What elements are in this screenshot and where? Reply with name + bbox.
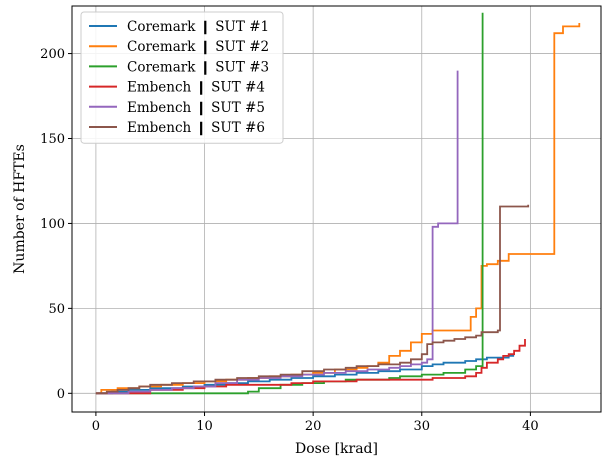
x-axis: 0 10 20 30 40 — [92, 412, 539, 434]
legend-entry: Embench ❙ SUT #4 — [127, 80, 265, 96]
x-axis-label: Dose [krad] — [295, 441, 378, 457]
y-tick-label: 200 — [40, 47, 65, 62]
y-axis: 0 50 100 150 200 — [40, 47, 72, 402]
series-line-5 — [95, 70, 459, 395]
series-line-4 — [95, 339, 526, 395]
x-tick-label: 10 — [196, 419, 213, 434]
y-tick-label: 100 — [40, 217, 65, 232]
legend-entry: Embench ❙ SUT #5 — [127, 100, 265, 116]
x-tick-label: 0 — [92, 419, 100, 434]
series-line-6 — [95, 204, 530, 395]
y-axis-label: Number of HFTEs — [12, 144, 28, 274]
legend-entry: Coremark ❙ SUT #2 — [127, 39, 269, 55]
y-tick-label: 0 — [57, 387, 65, 402]
plot-frame — [71, 5, 602, 413]
series-group — [95, 12, 581, 395]
legend-box — [80, 11, 284, 144]
legend-entry: Coremark ❙ SUT #1 — [127, 19, 269, 35]
y-tick-label: 50 — [48, 302, 65, 317]
legend-entry: Coremark ❙ SUT #3 — [127, 59, 269, 75]
x-tick-label: 30 — [413, 419, 430, 434]
x-tick-label: 20 — [305, 419, 322, 434]
series-line-3 — [95, 12, 484, 395]
legend: Coremark ❙ SUT #1 Coremark ❙ SUT #2 Corema… — [80, 11, 284, 144]
legend-entry: Embench ❙ SUT #6 — [127, 120, 265, 136]
y-tick-label: 150 — [40, 132, 65, 147]
x-tick-label: 40 — [522, 419, 539, 434]
